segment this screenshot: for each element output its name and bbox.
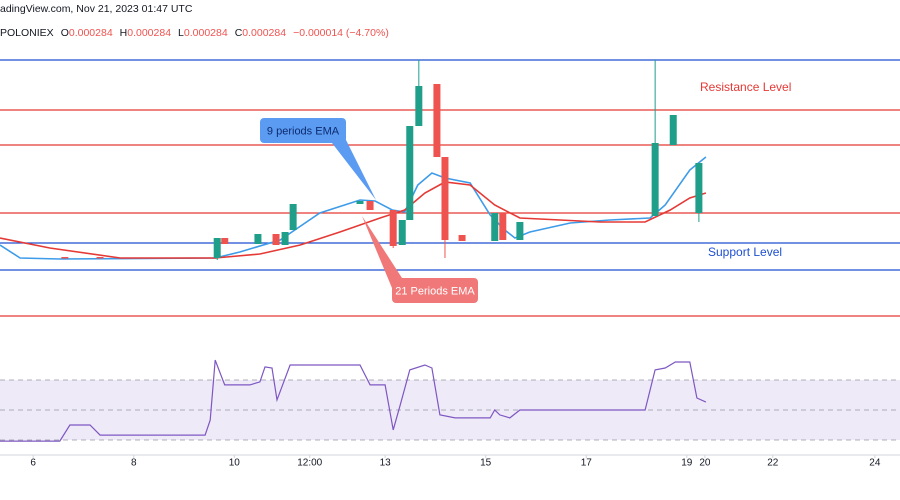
candle-body bbox=[356, 201, 364, 204]
x-tick-label: 17 bbox=[581, 458, 593, 469]
ohlc-label: L bbox=[178, 27, 184, 39]
x-tick-label: 10 bbox=[229, 458, 241, 469]
candle-body bbox=[254, 234, 262, 244]
rsi-line bbox=[0, 359, 707, 442]
ohlc-row: POLONIEX O0.000284 H0.000284 L0.000284 C0.0… bbox=[0, 26, 392, 40]
candle-body bbox=[406, 126, 414, 220]
candle-body bbox=[491, 213, 499, 241]
ohlc-label: O bbox=[60, 27, 69, 39]
ema-line bbox=[0, 181, 707, 259]
x-tick-label: 22 bbox=[767, 458, 779, 469]
ohlc-value: 0.000284 bbox=[183, 27, 228, 39]
callout-box bbox=[392, 278, 478, 303]
candle-body bbox=[695, 163, 703, 213]
candle-body bbox=[415, 86, 423, 126]
candle-body bbox=[96, 257, 104, 259]
candle-body bbox=[272, 234, 280, 245]
callout-label: 9 periods EMA bbox=[267, 125, 340, 137]
candle-body bbox=[213, 238, 221, 258]
level-annotation: Resistance Level bbox=[700, 80, 791, 94]
candle-body bbox=[281, 232, 289, 245]
callout-box bbox=[260, 118, 346, 143]
source-row: adingView.com, Nov 21, 2023 01:47 UTC bbox=[0, 2, 392, 16]
ohlc-value: 0.000284 bbox=[242, 27, 287, 39]
ohlc-label: C bbox=[234, 27, 243, 39]
callout-pointer bbox=[332, 136, 376, 200]
candle-body bbox=[398, 220, 406, 245]
candle-body bbox=[669, 115, 677, 145]
callout-pointer bbox=[362, 216, 402, 288]
ohlc-value: 0.000284 bbox=[127, 27, 172, 39]
x-tick-label: 8 bbox=[131, 458, 137, 469]
x-tick-label: 13 bbox=[380, 458, 392, 469]
x-tick-label: 15 bbox=[480, 458, 492, 469]
candle-body bbox=[516, 222, 524, 240]
candle-body bbox=[433, 84, 441, 157]
x-tick-label: 12:00 bbox=[297, 458, 322, 469]
ohlc-item: C0.000284 bbox=[235, 26, 289, 40]
x-tick-label: 24 bbox=[869, 458, 881, 469]
x-tick-label: 19 bbox=[681, 458, 693, 469]
candle-body bbox=[366, 201, 374, 210]
candle-body bbox=[221, 238, 229, 244]
source: adingView.com, Nov 21, 2023 01:47 UTC bbox=[0, 3, 193, 15]
x-tick-label: 6 bbox=[30, 458, 36, 469]
chart-header: adingView.com, Nov 21, 2023 01:47 UTC PO… bbox=[0, 0, 392, 40]
candle-body bbox=[441, 157, 449, 240]
candle-body bbox=[458, 235, 466, 241]
ohlc-item: H0.000284 bbox=[120, 26, 174, 40]
candle-body bbox=[651, 143, 659, 216]
ohlc-label: H bbox=[119, 27, 128, 39]
candle-body bbox=[499, 213, 507, 240]
ohlc-item: O0.000284 bbox=[61, 26, 116, 40]
x-tick-label: 20 bbox=[699, 458, 711, 469]
candle-body bbox=[389, 210, 397, 246]
candle-body bbox=[61, 257, 69, 259]
change: −0.000014 (−4.70%) bbox=[293, 27, 389, 39]
candle-body bbox=[289, 204, 297, 230]
callout-label: 21 Periods EMA bbox=[395, 285, 475, 297]
level-annotation: Support Level bbox=[708, 245, 782, 259]
ohlc-item: L0.000284 bbox=[178, 26, 231, 40]
symbol: POLONIEX bbox=[0, 27, 54, 39]
ohlc-value: 0.000284 bbox=[68, 27, 113, 39]
ema-line bbox=[0, 156, 707, 260]
